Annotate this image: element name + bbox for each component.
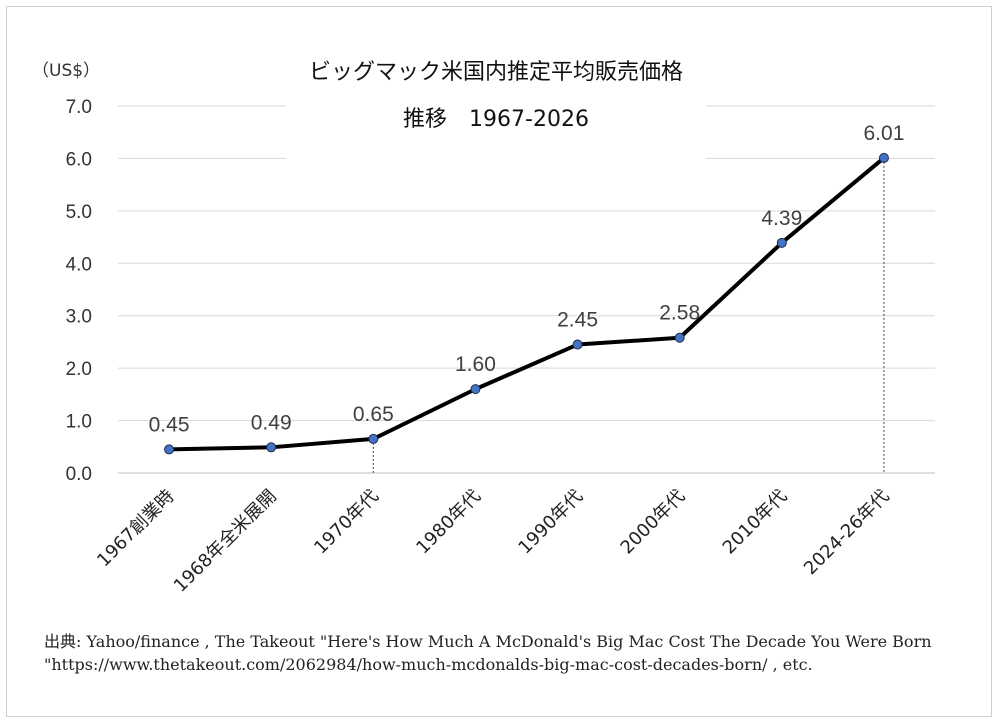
data-points <box>164 152 889 455</box>
x-tick-label: 2000年代 <box>617 486 690 559</box>
data-label: 6.01 <box>864 122 905 145</box>
x-tick-label: 1968年全米展開 <box>170 486 281 597</box>
data-point <box>674 332 685 343</box>
data-point <box>470 384 481 395</box>
data-label: 0.45 <box>149 413 190 436</box>
data-label: 2.58 <box>659 302 700 325</box>
data-point <box>776 237 787 248</box>
series-polyline <box>167 155 886 452</box>
gridlines <box>118 105 935 474</box>
chart-title-line2: 推移 1967-2026 <box>403 107 589 132</box>
y-axis-unit-label: （US$） <box>32 61 100 81</box>
x-tick-label: 1980年代 <box>412 486 485 559</box>
x-tick-label: 2024-26年代 <box>800 486 893 579</box>
y-tick-label: 5.0 <box>66 202 92 223</box>
series-line <box>167 155 886 452</box>
y-tick-label: 3.0 <box>66 307 92 328</box>
data-point <box>878 152 889 163</box>
title-background <box>286 86 706 162</box>
data-point <box>572 339 583 350</box>
source-citation: 出典: Yahoo/finance , The Takeout "Here's … <box>44 632 932 674</box>
y-tick-label: 4.0 <box>66 254 92 275</box>
chart-title-line1: ビッグマック米国内推定平均販売価格 <box>309 60 683 85</box>
x-tick-label: 1970年代 <box>310 486 383 559</box>
data-labels: 0.45 0.49 0.65 1.60 2.45 2.58 4.39 6.01 <box>149 122 905 437</box>
x-tick-label: 2010年代 <box>719 486 792 559</box>
x-tick-label: 1967創業時 <box>93 486 178 571</box>
y-tick-label: 1.0 <box>66 412 92 433</box>
data-label: 1.60 <box>455 353 496 376</box>
data-label: 2.45 <box>557 309 598 332</box>
y-axis-ticks: 0.0 1.0 2.0 3.0 4.0 5.0 6.0 7.0 <box>66 97 92 485</box>
reference-lines <box>372 157 885 473</box>
x-tick-label: 1990年代 <box>514 486 587 559</box>
data-point <box>266 442 277 453</box>
data-label: 0.65 <box>353 403 394 426</box>
data-point <box>368 433 379 444</box>
y-tick-label: 2.0 <box>66 359 92 380</box>
y-tick-label: 7.0 <box>66 97 92 118</box>
y-tick-label: 0.0 <box>66 464 92 485</box>
data-point <box>164 444 175 455</box>
data-label: 4.39 <box>761 207 802 230</box>
y-tick-label: 6.0 <box>66 149 92 170</box>
data-label: 0.49 <box>251 411 292 434</box>
